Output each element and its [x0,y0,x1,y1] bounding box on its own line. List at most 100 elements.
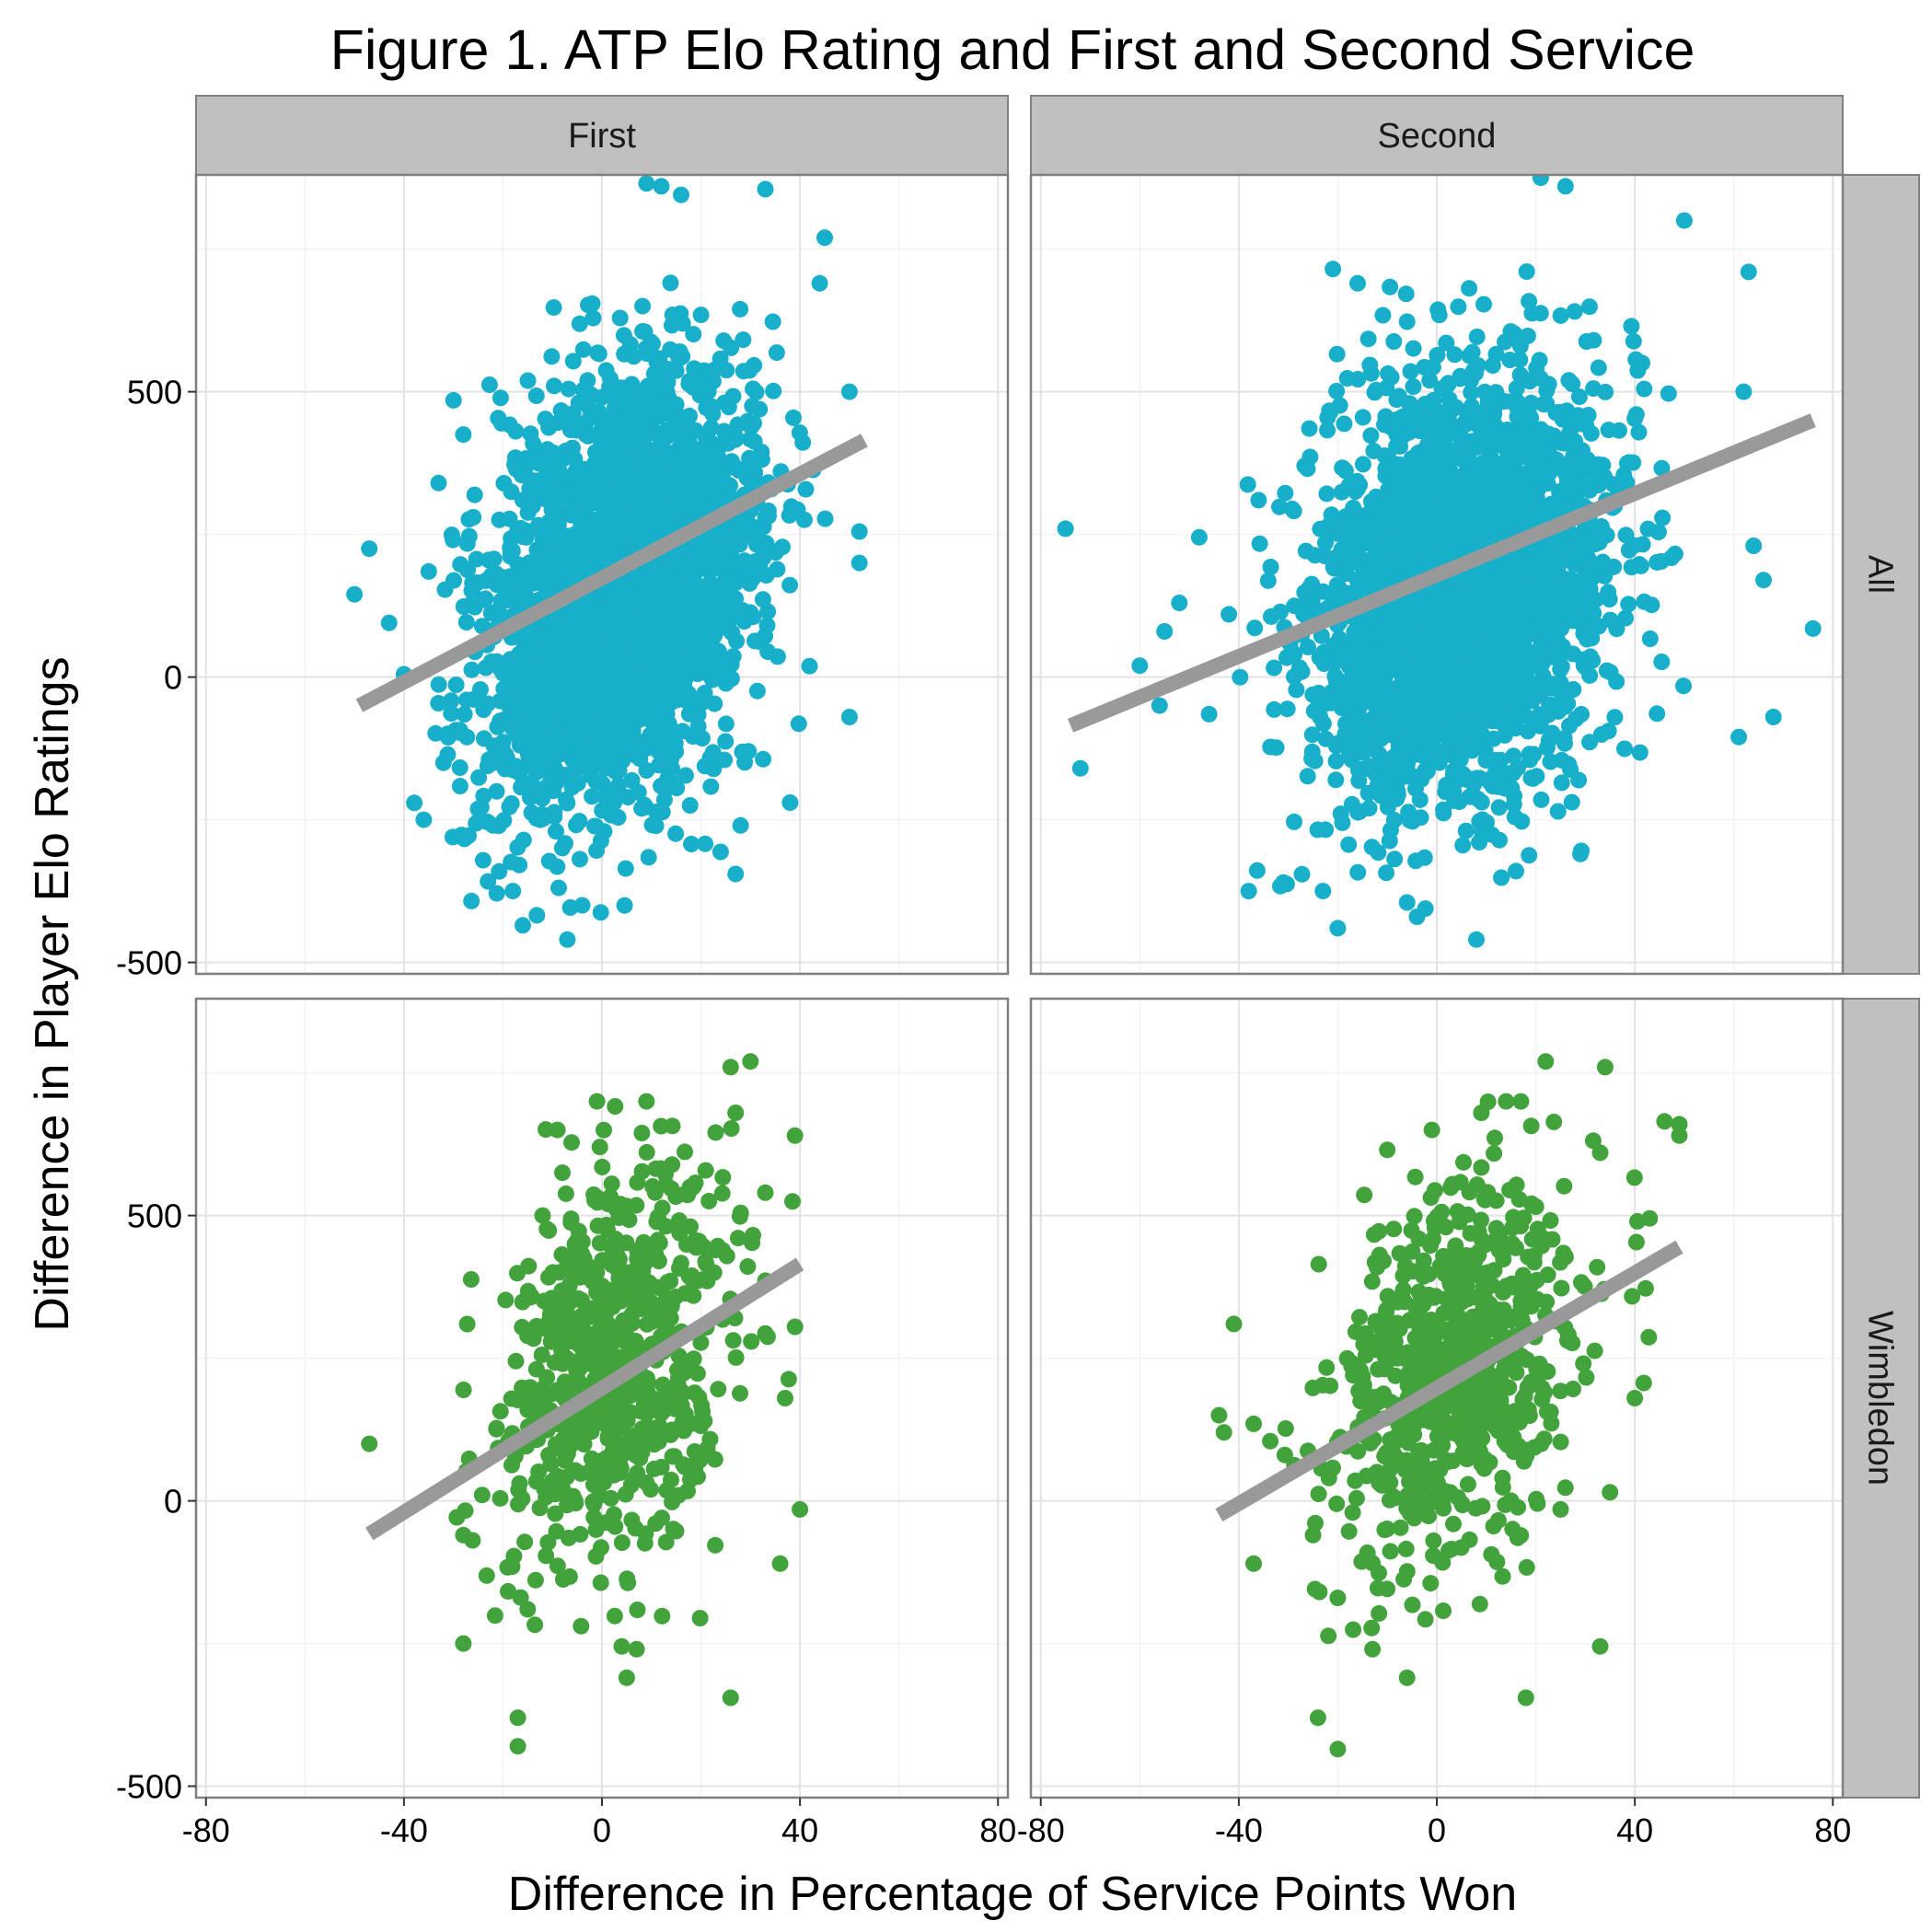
data-point [577,735,595,752]
data-point [751,520,769,538]
data-point [1299,768,1316,785]
data-point [447,722,465,739]
data-point [1653,654,1671,670]
data-point [1538,428,1556,445]
data-point [711,843,729,861]
data-point [1600,422,1617,439]
data-point [1585,605,1602,622]
data-point [735,331,752,349]
data-point [553,839,571,857]
data-point [658,428,676,445]
data-point [723,606,740,622]
data-point [1350,772,1368,790]
regression-fit-line [355,434,868,712]
data-point [1463,343,1481,361]
data-point [505,684,523,700]
data-point [1568,710,1585,727]
data-point [463,892,480,909]
data-point [1361,356,1379,374]
data-point [468,815,485,832]
data-point [1493,511,1510,528]
data-point [688,441,705,458]
data-point [755,750,772,768]
data-point-outlier [515,917,531,934]
data-point [480,873,497,890]
data-point [1590,359,1607,376]
data-point [642,598,660,616]
data-point-outlier [638,175,655,192]
data-point [642,419,660,436]
strip-background [1030,95,1844,176]
data-point [1620,596,1637,613]
data-point [596,632,614,650]
data-point [1585,331,1602,349]
data-point [1511,337,1529,354]
data-point [474,851,492,869]
data-point-outlier [430,474,447,492]
data-point [546,538,563,555]
data-point-outlier [850,523,868,540]
data-point [535,752,552,769]
y-tick-label: 500 [127,374,182,411]
data-point [529,781,547,798]
data-point [589,344,607,362]
data-point [1519,723,1536,740]
data-point-outlier [420,562,437,580]
data-point [1262,559,1279,575]
data-point [1454,837,1472,854]
facet-strip-all: All [1842,174,1920,975]
data-point [443,692,460,710]
data-points [1057,175,1822,948]
data-point [528,697,546,714]
data-point [1362,427,1380,445]
data-point [1433,441,1451,458]
data-point [516,711,534,728]
data-point [717,733,735,750]
data-point [572,850,588,868]
data-point [430,695,447,711]
data-point [757,628,774,645]
data-point [439,746,457,763]
data-point [1328,382,1346,399]
data-point [1534,667,1552,685]
data-point [699,618,716,635]
data-point [1531,640,1548,656]
data-point [1538,739,1556,757]
data-point [768,344,785,362]
data-point [1496,679,1513,697]
data-point [716,394,734,411]
data-point [1301,448,1319,466]
data-point [1508,392,1525,410]
data-point [616,897,633,914]
data-point [1259,572,1277,589]
data-point [1552,307,1569,324]
data-point-outlier [727,865,745,883]
data-point [1339,689,1357,707]
data-point [527,764,545,781]
data-point [1338,673,1356,690]
data-point [502,543,519,561]
data-point [703,398,721,415]
data-point [680,593,698,610]
data-point [1301,580,1317,597]
data-point [1563,793,1580,811]
data-point [443,705,460,723]
data-point [1374,307,1392,324]
data-point [1564,645,1581,663]
data-point [612,512,629,529]
data-point [1354,409,1371,426]
data-point [1349,371,1367,388]
data-point [658,360,676,377]
data-point [686,360,703,377]
data-point [579,372,596,389]
data-point [510,764,527,781]
data-point [1579,407,1597,423]
data-point [1649,705,1666,723]
data-point [1641,631,1659,647]
strip-label-wimbledon: Wimbledon [1861,1311,1900,1486]
data-point [545,299,562,317]
data-point-outlier [465,509,482,526]
data-point [785,409,802,426]
data-point [1556,735,1573,752]
data-point [1401,395,1418,412]
